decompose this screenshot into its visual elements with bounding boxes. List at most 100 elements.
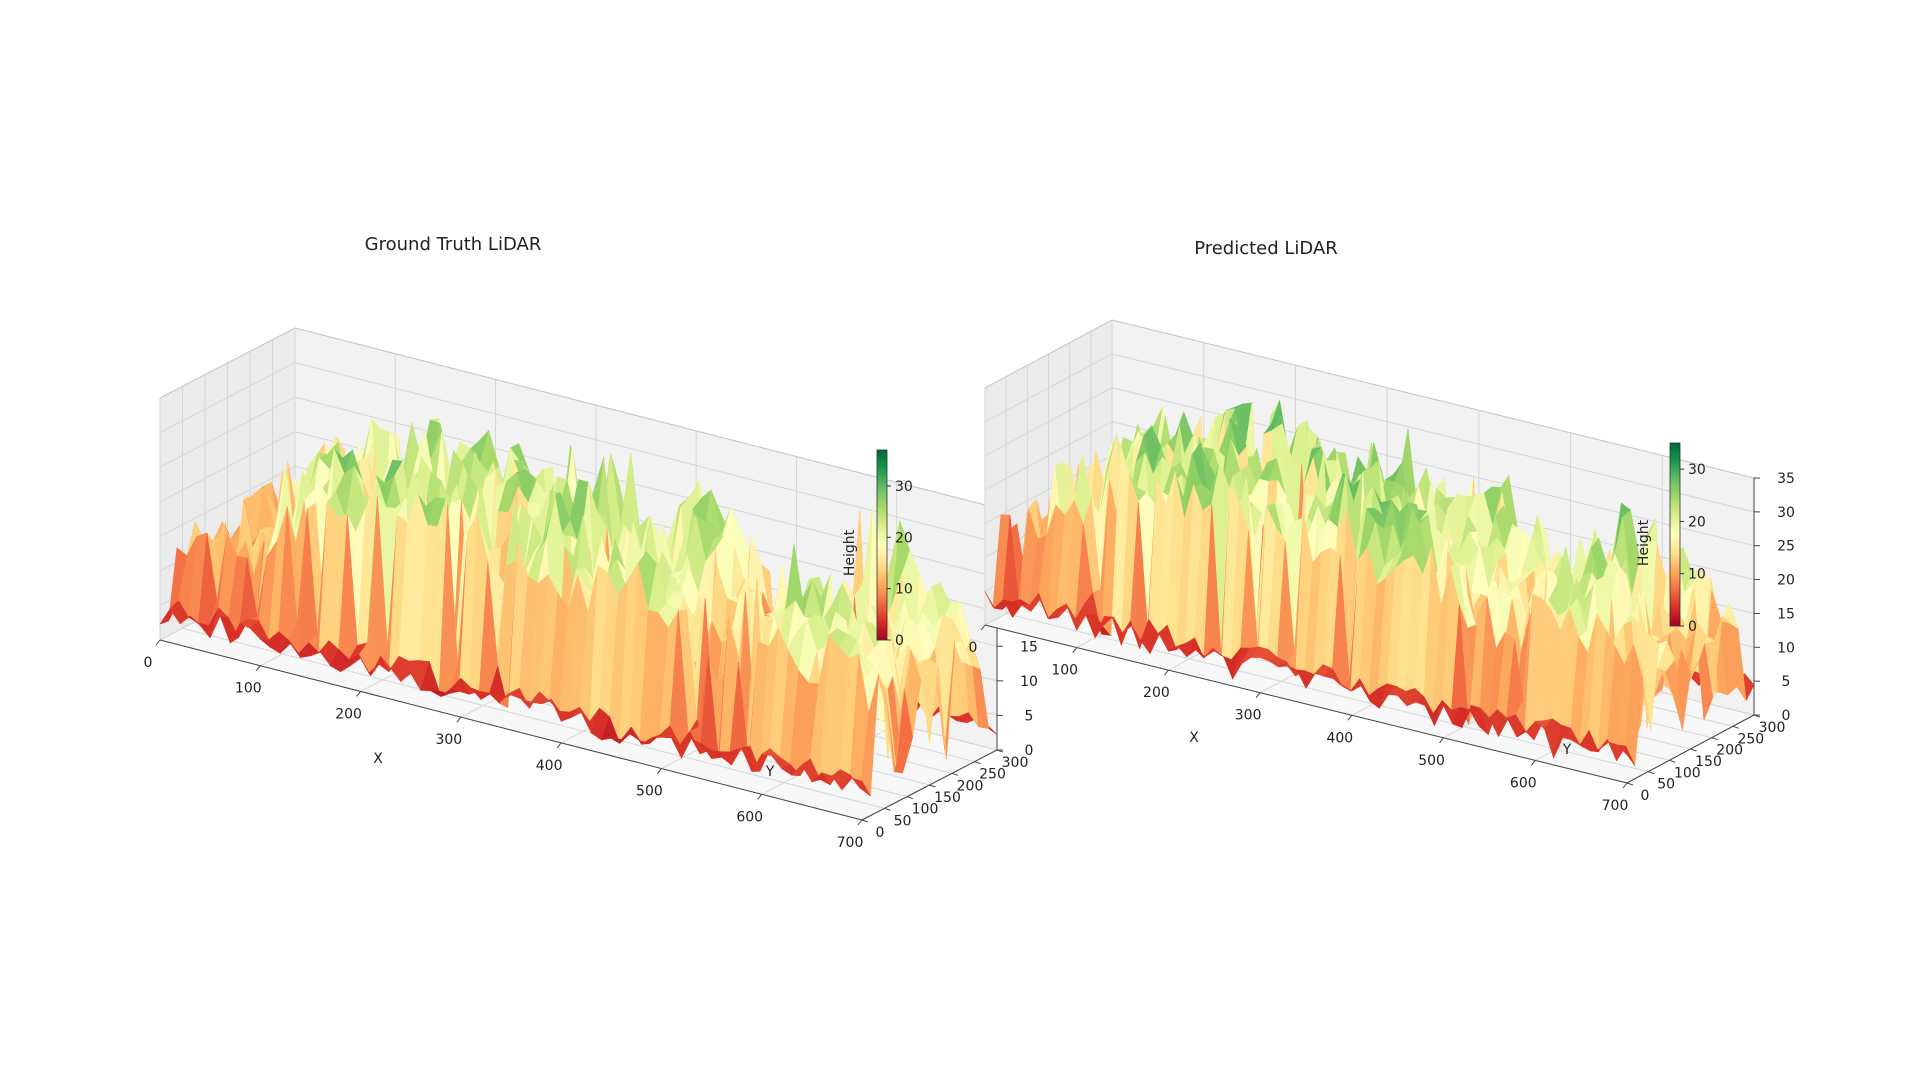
x-tick xyxy=(1622,782,1628,789)
z-tick-label: 15 xyxy=(1777,606,1795,622)
colorbar-tick-label: 30 xyxy=(1688,462,1706,478)
surface xyxy=(159,417,998,797)
x-tick-label: 400 xyxy=(1326,730,1353,746)
colorbar xyxy=(876,449,888,641)
x-tick xyxy=(1072,647,1078,653)
y-tick-label: 150 xyxy=(934,790,961,806)
y-tick-label: 250 xyxy=(1737,731,1764,747)
x-tick xyxy=(1255,692,1261,699)
x-tick-label: 500 xyxy=(1418,753,1445,769)
x-tick-label: 700 xyxy=(1602,798,1629,814)
x-tick xyxy=(1347,714,1353,721)
colorbar xyxy=(1669,442,1681,627)
grid-line xyxy=(984,387,1755,547)
x-tick-label: 100 xyxy=(235,681,262,697)
y-axis-label: Y xyxy=(1562,742,1572,758)
colorbar-tick-label: 10 xyxy=(1688,567,1706,583)
grid-line xyxy=(159,431,998,613)
x-tick xyxy=(1439,737,1444,744)
x-tick-label: 600 xyxy=(736,809,763,825)
plot-area: 0100200300400500600700050100150200250300… xyxy=(969,319,1795,814)
y-tick xyxy=(1648,771,1655,775)
y-tick xyxy=(906,796,914,800)
x-tick xyxy=(980,624,986,631)
z-tick-label: 5 xyxy=(1025,708,1034,724)
chart-title: Predicted LiDAR xyxy=(1194,238,1338,259)
grid-line xyxy=(984,353,1755,513)
x-tick xyxy=(155,639,161,646)
colorbar-tick-label: 0 xyxy=(1688,619,1697,635)
colorbar-tick-label: 30 xyxy=(895,479,913,495)
y-tick-label: 100 xyxy=(1674,765,1701,781)
x-tick xyxy=(456,716,462,723)
predicted-chart: Predicted LiDAR 010020030040050060070005… xyxy=(969,238,1795,814)
x-tick xyxy=(757,793,763,800)
colorbar-tick-label: 20 xyxy=(895,530,913,546)
grid-line xyxy=(182,627,885,809)
y-tick xyxy=(861,819,869,823)
colorbar-label: Height xyxy=(1636,519,1652,566)
z-tick-label: 35 xyxy=(1777,471,1795,487)
surface-cell xyxy=(1616,744,1636,766)
y-tick xyxy=(884,807,891,811)
grid-line xyxy=(159,396,998,578)
colorbar-tick-label: 0 xyxy=(895,633,904,649)
x-tick-label: 500 xyxy=(636,784,663,800)
y-tick-label: 250 xyxy=(979,767,1006,783)
y-tick-label: 50 xyxy=(894,813,912,829)
z-tick-label: 20 xyxy=(1777,573,1795,589)
x-tick xyxy=(657,768,662,774)
x-tick-label: 600 xyxy=(1510,775,1537,791)
y-tick xyxy=(1669,759,1676,763)
x-tick xyxy=(1530,760,1536,766)
y-axis-label: Y xyxy=(765,764,775,780)
surface-cell xyxy=(851,777,871,797)
y-tick xyxy=(951,772,959,776)
z-tick-label: 0 xyxy=(1782,708,1791,724)
y-tick-label: 0 xyxy=(876,825,885,841)
x-tick xyxy=(556,742,562,749)
x-tick xyxy=(255,665,261,672)
plot-area: 0100200300400500600700050100150200250300… xyxy=(144,327,1038,851)
ground-truth-chart: Ground Truth LiDAR 010020030040050060070… xyxy=(144,234,1038,851)
x-tick-label: 0 xyxy=(144,655,153,671)
pane-edge xyxy=(159,327,998,509)
y-tick xyxy=(974,761,981,765)
y-tick-label: 50 xyxy=(1657,777,1675,793)
x-tick xyxy=(1164,669,1169,676)
grid-line xyxy=(1006,613,1649,773)
x-tick xyxy=(356,691,361,697)
z-tick-label: 5 xyxy=(1782,674,1791,690)
colorbar-tick-label: 10 xyxy=(895,582,913,598)
x-tick xyxy=(857,819,863,826)
x-tick-label: 300 xyxy=(1235,708,1262,724)
x-tick-label: 0 xyxy=(969,640,978,656)
surface xyxy=(984,399,1755,767)
y-tick-label: 200 xyxy=(1716,743,1743,759)
z-tick-label: 30 xyxy=(1777,505,1795,521)
chart-title: Ground Truth LiDAR xyxy=(365,234,542,255)
z-tick-label: 25 xyxy=(1777,539,1795,555)
y-tick xyxy=(1711,737,1718,741)
x-axis-label: X xyxy=(373,751,383,767)
x-tick-label: 400 xyxy=(536,758,563,774)
y-tick-label: 150 xyxy=(1695,754,1722,770)
z-tick-label: 0 xyxy=(1025,743,1034,759)
y-tick xyxy=(1690,748,1697,752)
y-tick-label: 0 xyxy=(1641,788,1650,804)
y-tick-label: 100 xyxy=(912,802,939,818)
grid-line xyxy=(159,362,998,544)
x-axis-line xyxy=(984,624,1628,784)
z-tick-label: 10 xyxy=(1020,674,1038,690)
x-axis-label: X xyxy=(1189,730,1199,746)
x-tick-label: 200 xyxy=(335,706,362,722)
pane-edge xyxy=(984,319,1755,479)
x-tick-label: 300 xyxy=(435,732,462,748)
z-tick-label: 10 xyxy=(1777,640,1795,656)
colorbar-label: Height xyxy=(842,529,858,576)
y-tick xyxy=(1626,782,1634,786)
y-tick xyxy=(1732,725,1739,729)
x-axis-line xyxy=(159,639,863,821)
x-tick-label: 700 xyxy=(837,835,864,851)
